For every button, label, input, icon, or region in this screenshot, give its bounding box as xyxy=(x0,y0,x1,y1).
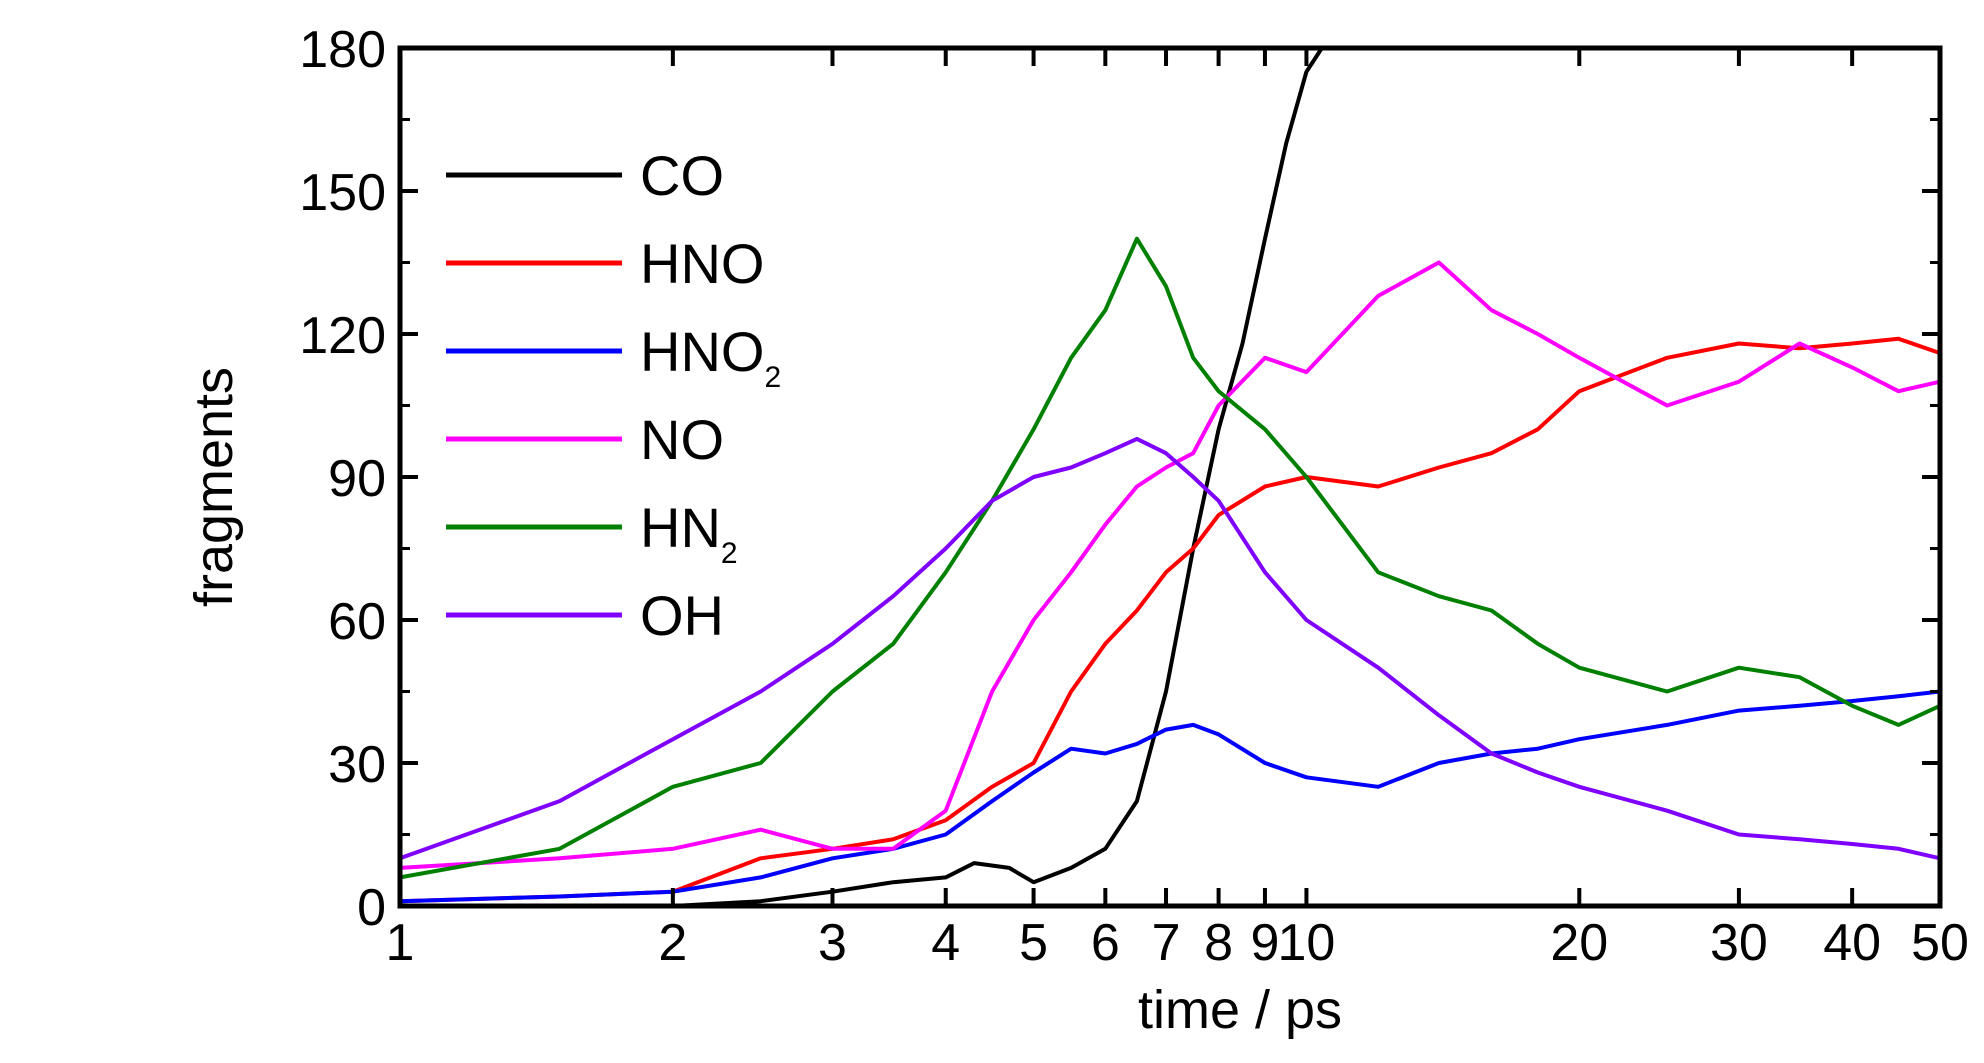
y-tick-label: 30 xyxy=(328,736,386,794)
legend-label-oh: OH xyxy=(640,584,724,647)
legend-label-hno2: HNO2 xyxy=(640,320,781,394)
series-line-no xyxy=(399,260,1941,870)
x-tick-label: 7 xyxy=(1152,914,1181,972)
y-tick-label: 120 xyxy=(299,307,386,365)
plot-frame xyxy=(397,45,1943,909)
x-tick-label: 20 xyxy=(1550,914,1608,972)
y-axis: 0 30 60 90 120 150 180 xyxy=(299,21,1940,937)
series-line-co xyxy=(400,46,1324,908)
series-line-hno2 xyxy=(399,689,1941,904)
x-tick-label: 30 xyxy=(1710,914,1768,972)
series-line-hno xyxy=(399,336,1941,904)
y-tick-label: 90 xyxy=(328,450,386,508)
series-group xyxy=(399,46,1941,908)
x-tick-label: 10 xyxy=(1278,914,1336,972)
series-line-hn2 xyxy=(399,236,1941,880)
x-tick-label: 6 xyxy=(1091,914,1120,972)
series-line-oh xyxy=(399,436,1941,861)
x-tick-label: 3 xyxy=(818,914,847,972)
legend-label-hno: HNO xyxy=(640,232,764,295)
x-tick-label: 9 xyxy=(1250,914,1279,972)
legend-label-co: CO xyxy=(640,144,724,207)
x-tick-label: 40 xyxy=(1823,914,1881,972)
legend-label-no: NO xyxy=(640,408,724,471)
legend-label-subscript: 2 xyxy=(764,361,781,394)
legend-label-hn2: HN2 xyxy=(640,496,738,570)
y-tick-label: 60 xyxy=(328,593,386,651)
x-tick-label: 2 xyxy=(658,914,687,972)
legend-label-subscript: 2 xyxy=(721,537,738,570)
y-axis-title: fragments xyxy=(184,367,244,607)
x-tick-label: 4 xyxy=(931,914,960,972)
y-tick-label: 0 xyxy=(357,879,386,937)
x-tick-label: 50 xyxy=(1911,914,1969,972)
x-tick-label: 8 xyxy=(1204,914,1233,972)
y-tick-label: 180 xyxy=(299,21,386,79)
x-tick-label: 1 xyxy=(386,914,415,972)
y-tick-label: 150 xyxy=(299,164,386,222)
legend: CO HNO HNO2 NO HN2 OH xyxy=(446,144,781,647)
x-tick-label: 5 xyxy=(1019,914,1048,972)
x-axis-title: time / ps xyxy=(1138,980,1342,1040)
x-axis: 1 2 3 4 5 6 7 8 910 20 30 40 50 xyxy=(386,48,1969,972)
